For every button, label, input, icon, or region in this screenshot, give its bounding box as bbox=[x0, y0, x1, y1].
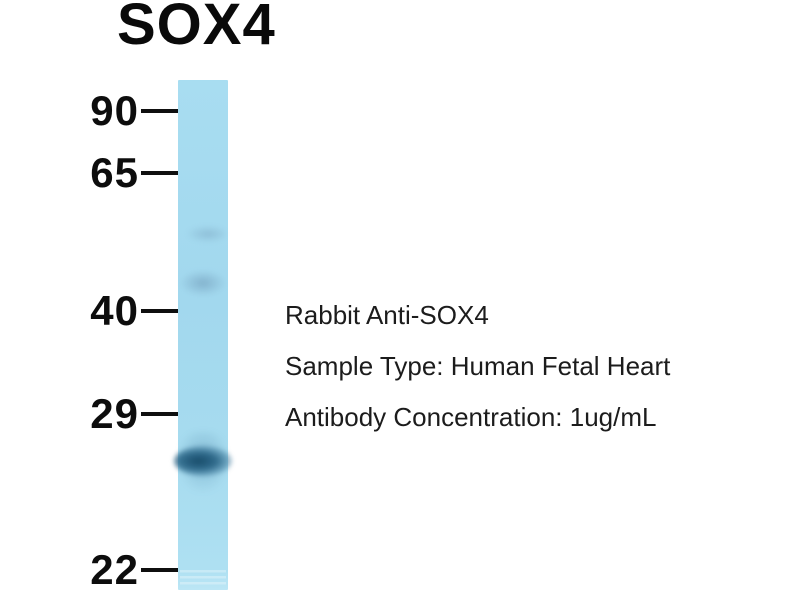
mw-marker-40: 40 bbox=[62, 289, 178, 333]
protein-band-faint bbox=[180, 270, 226, 296]
annotation-sample-type: Sample Type: Human Fetal Heart bbox=[285, 351, 671, 381]
mw-marker-65: 65 bbox=[62, 151, 178, 195]
protein-band-faint-upper bbox=[186, 225, 226, 243]
mw-marker-label: 29 bbox=[90, 390, 139, 437]
annotation-concentration: Antibody Concentration: 1ug/mL bbox=[285, 402, 657, 432]
mw-marker-90: 90 bbox=[62, 89, 178, 133]
mw-marker-tick bbox=[141, 309, 178, 313]
mw-marker-tick bbox=[141, 171, 178, 175]
lane-bottom-streaks bbox=[180, 570, 226, 586]
mw-marker-29: 29 bbox=[62, 392, 178, 436]
mw-marker-label: 22 bbox=[90, 546, 139, 593]
mw-marker-22: 22 bbox=[62, 548, 178, 592]
mw-marker-label: 40 bbox=[90, 287, 139, 334]
mw-marker-tick bbox=[141, 412, 178, 416]
figure-title: SOX4 bbox=[117, 0, 276, 57]
protein-band-strong bbox=[174, 446, 232, 476]
mw-marker-label: 65 bbox=[90, 149, 139, 196]
annotation-antibody: Rabbit Anti-SOX4 bbox=[285, 300, 489, 330]
annotation-block: Rabbit Anti-SOX4 Sample Type: Human Feta… bbox=[285, 290, 670, 443]
mw-marker-label: 90 bbox=[90, 87, 139, 134]
mw-marker-tick bbox=[141, 109, 178, 113]
blot-lane bbox=[174, 80, 232, 590]
mw-marker-tick bbox=[141, 568, 178, 572]
